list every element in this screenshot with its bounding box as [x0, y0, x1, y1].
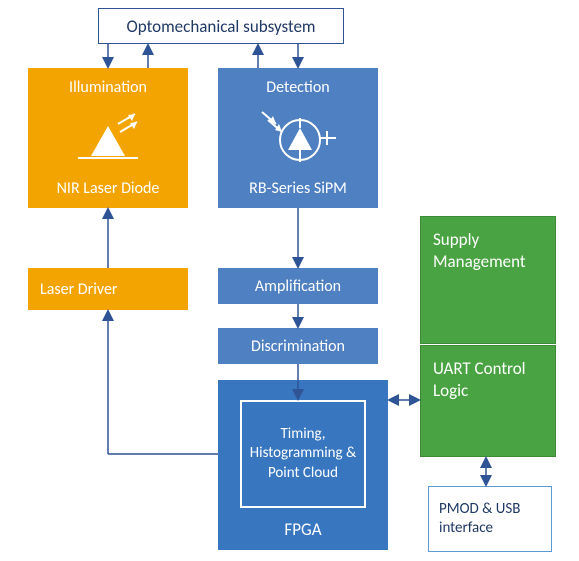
box-pmod: PMOD & USB interface: [428, 486, 552, 552]
laser-diode-icon: [73, 108, 143, 168]
label-nir-laser: NIR Laser Diode: [57, 179, 160, 198]
label-uart: UART Control Logic: [433, 358, 543, 402]
label-fpga-inner: Timing, Histogramming & Point Cloud: [248, 425, 358, 484]
label-laser-driver: Laser Driver: [40, 280, 118, 299]
sipm-icon: [258, 108, 338, 168]
label-detection: Detection: [266, 78, 329, 97]
label-optomechanical: Optomechanical subsystem: [127, 16, 316, 37]
box-optomechanical: Optomechanical subsystem: [98, 8, 344, 44]
label-rb-sipm: RB-Series SiPM: [249, 179, 347, 198]
label-illumination: Illumination: [69, 78, 147, 97]
label-supply: Supply Management: [433, 229, 543, 273]
box-supply: Supply Management: [420, 216, 556, 344]
label-discrimination: Discrimination: [251, 337, 345, 356]
box-amplification: Amplification: [218, 268, 378, 304]
box-fpga-inner: Timing, Histogramming & Point Cloud: [240, 400, 366, 508]
label-pmod: PMOD & USB interface: [439, 500, 541, 539]
box-illumination: Illumination NIR Laser Diode: [28, 68, 188, 208]
label-fpga: FPGA: [284, 519, 321, 540]
box-detection: Detection RB-Series SiPM: [218, 68, 378, 208]
box-laser-driver: Laser Driver: [28, 268, 188, 310]
label-amplification: Amplification: [255, 277, 341, 296]
box-uart: UART Control Logic: [420, 345, 556, 457]
box-discrimination: Discrimination: [218, 328, 378, 364]
